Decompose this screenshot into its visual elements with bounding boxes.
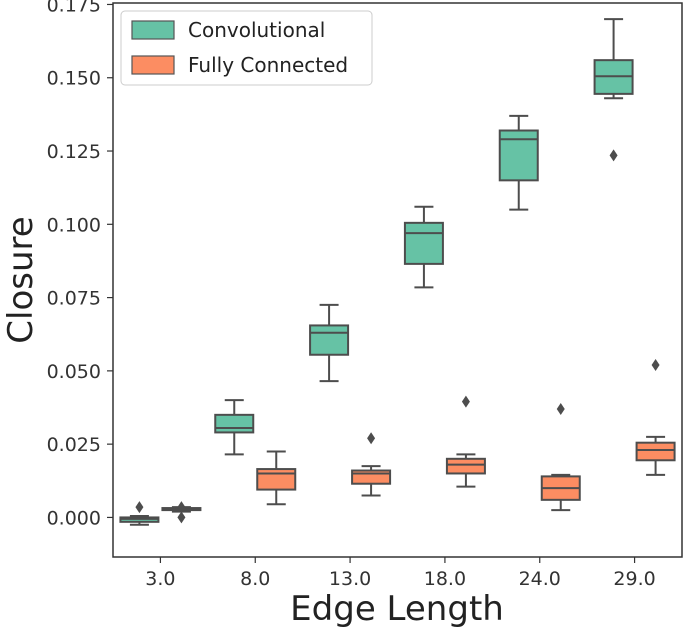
box-iqr [445,457,486,475]
box-convolutional [214,399,255,456]
box-convolutional [119,501,160,526]
y-tick-label: 0.175 [47,0,101,16]
outlier-point [461,395,470,408]
box-groups [119,18,676,526]
box-iqr [214,413,255,434]
box-fully-connected [161,501,202,524]
outlier-point [177,511,186,524]
x-tick-label: 29.0 [613,568,655,590]
box-fully-connected [256,450,297,506]
box-convolutional [309,303,350,383]
plot-frame [112,2,683,558]
x-axis-title: Edge Length [290,589,504,629]
box-iqr [403,221,444,265]
y-axis-ticks: 0.000 0.025 0.050 0.075 0.100 0.125 0.150 0.175 [47,0,113,529]
legend-frame [120,10,373,86]
box-iqr [256,468,297,491]
legend-swatch-fully-connected [131,55,175,75]
box-fully-connected [351,432,392,497]
box-fully-connected [445,395,486,488]
outlier-point [651,359,660,372]
y-tick-label: 0.100 [47,214,101,236]
legend-label-convolutional: Convolutional [188,18,325,42]
legend-label-fully-connected: Fully Connected [188,53,348,77]
y-axis-title: Closure [1,216,41,343]
box-convolutional [403,205,444,289]
y-tick-label: 0.000 [47,507,101,529]
y-tick-label: 0.125 [47,141,101,163]
box-iqr [635,441,676,462]
box-convolutional [498,114,539,211]
y-tick-label: 0.150 [47,68,101,90]
legend: Convolutional Fully Connected [120,10,373,86]
legend-swatch-convolutional [131,20,175,40]
box-convolutional [593,18,634,162]
y-tick-label: 0.050 [47,361,101,383]
x-axis-ticks: 3.0 8.0 13.0 18.0 24.0 29.0 [145,557,656,590]
outlier-point [135,501,144,514]
y-tick-label: 0.025 [47,434,101,456]
x-tick-label: 3.0 [145,568,175,590]
box-iqr [309,324,350,356]
outlier-point [367,432,376,445]
x-tick-label: 24.0 [519,568,561,590]
x-tick-label: 13.0 [329,568,371,590]
outlier-point [609,149,618,162]
outlier-point [556,402,565,415]
box-fully-connected [540,402,581,512]
outlier-point [177,501,186,514]
box-iqr [498,129,539,182]
box-fully-connected [635,359,676,476]
x-tick-label: 8.0 [240,568,270,590]
y-tick-label: 0.075 [47,288,101,310]
x-tick-label: 18.0 [424,568,466,590]
